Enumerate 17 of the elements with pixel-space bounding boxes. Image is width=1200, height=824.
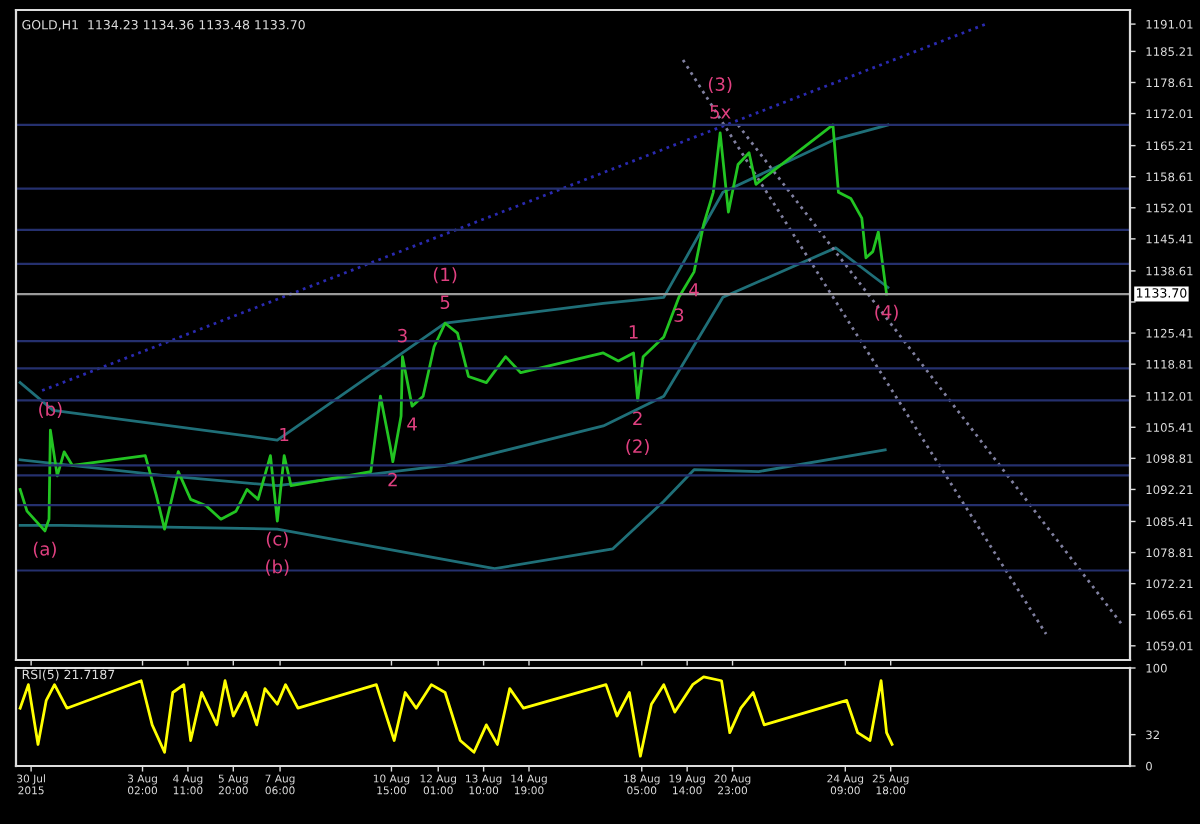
annotation: (1) (433, 267, 457, 284)
annotation: 5 (440, 295, 450, 310)
annotation: (a) (33, 541, 56, 558)
annotation: 1 (280, 427, 289, 442)
annotation: 2 (633, 411, 642, 425)
annotation: 3 (398, 328, 407, 343)
annotation: 2 (388, 472, 397, 487)
annotation: 4 (407, 417, 417, 431)
annotation: (3) (708, 77, 732, 94)
annotation: (b) (266, 559, 289, 576)
annotation: (4) (875, 304, 898, 321)
annotation: (2) (626, 438, 649, 456)
annotation: 3 (674, 308, 684, 322)
annotation: 1 (629, 325, 638, 339)
annotation: (b) (39, 401, 62, 419)
annotation: (c) (266, 531, 288, 548)
annotation: 5x (710, 105, 731, 119)
